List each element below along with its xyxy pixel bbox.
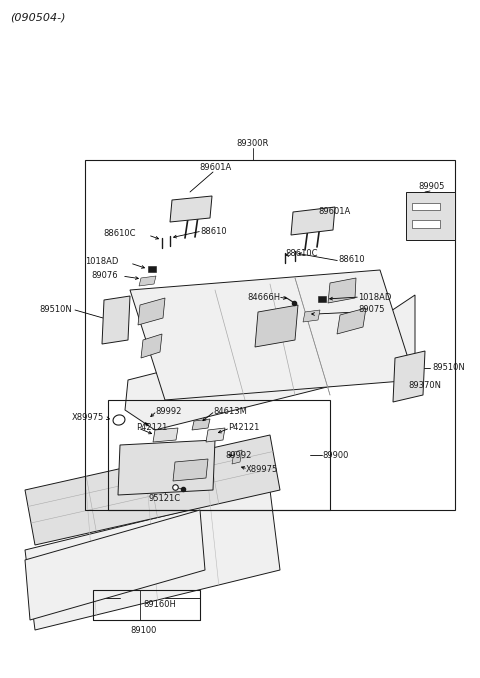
Text: X89975: X89975 (72, 414, 104, 422)
Text: (090504-): (090504-) (10, 12, 65, 22)
Polygon shape (25, 490, 280, 630)
Polygon shape (102, 296, 130, 344)
Polygon shape (125, 295, 415, 430)
Polygon shape (148, 266, 156, 272)
Polygon shape (141, 334, 162, 358)
Polygon shape (25, 435, 280, 545)
Polygon shape (412, 220, 440, 228)
Polygon shape (412, 203, 440, 210)
Polygon shape (255, 305, 298, 347)
Text: 89160H: 89160H (144, 600, 177, 609)
Text: 89075: 89075 (358, 306, 384, 315)
Text: X89975: X89975 (246, 464, 278, 473)
Text: 88610: 88610 (200, 226, 227, 235)
Text: 88610: 88610 (338, 256, 365, 264)
Text: 89370N: 89370N (408, 380, 441, 389)
Text: 89100: 89100 (131, 626, 157, 635)
Polygon shape (406, 192, 455, 240)
Polygon shape (173, 459, 208, 481)
Text: 88610C: 88610C (104, 229, 136, 239)
Text: 89510N: 89510N (39, 306, 72, 315)
Text: 89300R: 89300R (237, 139, 269, 148)
Text: 95121C: 95121C (149, 494, 181, 503)
Text: 89510N: 89510N (432, 363, 465, 372)
Polygon shape (291, 207, 335, 235)
Bar (85, 160, 455, 510)
Polygon shape (153, 428, 178, 442)
Text: P42121: P42121 (228, 422, 259, 431)
Text: 89905: 89905 (419, 182, 445, 191)
Text: 89900: 89900 (322, 450, 348, 460)
Text: 89992: 89992 (225, 452, 252, 460)
Polygon shape (138, 298, 165, 325)
Polygon shape (118, 440, 215, 495)
Polygon shape (206, 428, 225, 442)
Polygon shape (139, 276, 156, 286)
Text: 84666H: 84666H (247, 292, 280, 302)
Text: P42121: P42121 (136, 422, 168, 431)
Polygon shape (170, 196, 212, 222)
Text: 84613M: 84613M (213, 407, 247, 416)
Polygon shape (337, 308, 366, 334)
Bar (93, 590, 200, 620)
Text: 89601A: 89601A (318, 207, 350, 216)
Text: 89992: 89992 (155, 407, 181, 416)
Polygon shape (393, 351, 425, 402)
Polygon shape (25, 510, 205, 620)
Polygon shape (130, 270, 415, 400)
Polygon shape (303, 310, 320, 322)
Text: 1018AD: 1018AD (358, 292, 391, 302)
Polygon shape (318, 296, 326, 302)
Polygon shape (192, 419, 210, 430)
Polygon shape (328, 278, 356, 303)
Polygon shape (232, 450, 242, 464)
Text: 1018AD: 1018AD (84, 258, 118, 266)
Text: 88610C: 88610C (285, 249, 317, 258)
Text: 89076: 89076 (91, 271, 118, 279)
Text: 89601A: 89601A (199, 163, 231, 172)
Bar (108, 400, 330, 510)
